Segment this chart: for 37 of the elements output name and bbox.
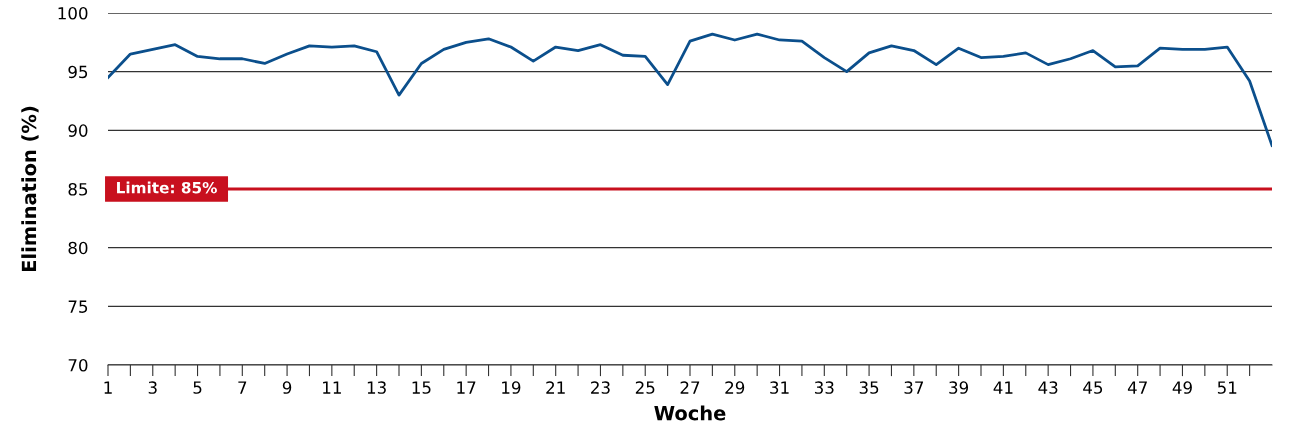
- y-axis-title: Elimination (%): [21, 106, 39, 272]
- x-tick-label: 15: [412, 381, 431, 394]
- x-tick-label: 3: [148, 381, 157, 394]
- x-tick-label: 51: [1217, 381, 1237, 394]
- y-tick-label: 70: [68, 358, 88, 372]
- x-tick-label: 7: [238, 381, 247, 394]
- x-tick-label: 41: [993, 381, 1013, 394]
- x-tick-label: 37: [904, 381, 924, 394]
- x-tick-label: 9: [282, 381, 292, 394]
- y-tick-label: 95: [68, 65, 88, 79]
- x-tick-label: 21: [546, 381, 565, 394]
- x-tick-label: 17: [457, 381, 476, 394]
- y-tick-label: 80: [68, 241, 88, 255]
- x-tick-label: 29: [725, 381, 745, 394]
- x-tick-label: 35: [859, 381, 879, 394]
- line-series: [108, 32, 1272, 147]
- x-tick-label: 5: [193, 381, 202, 394]
- x-tick-label: 31: [770, 381, 789, 394]
- x-tick-label: 23: [591, 381, 610, 394]
- y-tick-label: 90: [68, 124, 88, 137]
- y-tick-label: 85: [68, 182, 88, 196]
- x-tick-label: 19: [502, 381, 521, 394]
- ref-line-label: Limite: 85%: [117, 181, 217, 194]
- x-tick-label: 25: [635, 381, 655, 394]
- x-tick-label: 47: [1127, 381, 1147, 394]
- x-tick-label: 13: [367, 381, 386, 394]
- x-tick-label: 11: [323, 381, 341, 394]
- x-tick-label: 33: [814, 381, 834, 394]
- x-tick-label: 49: [1172, 381, 1192, 394]
- y-tick-label: 100: [58, 6, 88, 20]
- x-tick-label: 27: [680, 381, 700, 394]
- x-axis-title: Woche: [654, 405, 726, 421]
- x-tick-label: 43: [1038, 381, 1058, 394]
- x-tick-label: 39: [949, 381, 969, 394]
- y-tick-label: 75: [68, 300, 88, 313]
- x-tick-label: 1: [104, 381, 112, 394]
- x-tick-label: 45: [1083, 381, 1103, 394]
